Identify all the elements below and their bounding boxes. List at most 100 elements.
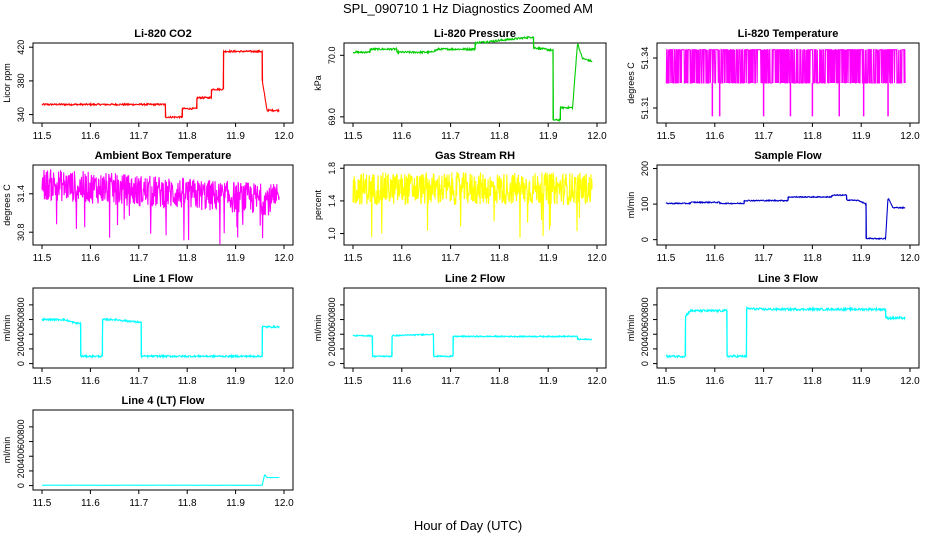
x-tick-label: 11.6 [392,253,411,264]
panel-title: Line 4 (LT) Flow [122,395,205,407]
x-tick-label: 12.0 [587,131,607,142]
y-axis-label: degrees C [626,62,636,104]
panel-title: Li-820 Temperature [738,28,839,40]
y-axis-label: ml/min [626,192,636,219]
data-series-line [665,49,906,84]
panel-6: Line 1 Flow ml/min 11.5 11.6 11.7 11.8 11.9 12.… [2,273,294,387]
figure-title: SPL_090710 1 Hz Diagnostics Zoomed AM [342,1,594,16]
data-series-line [41,48,280,120]
x-tick-label: 11.6 [705,253,724,264]
x-tick-label: 11.5 [33,131,52,142]
y-tick-label: 200 [16,341,26,356]
y-tick-label: 0 [640,237,650,242]
x-tick-label: 11.6 [81,131,100,142]
x-tick-label: 11.6 [705,131,724,142]
data-series-line [352,35,593,123]
panel-title: Ambient Box Temperature [95,150,232,162]
plot-frame [32,164,294,246]
panel-title: Li-820 CO2 [134,28,191,40]
x-tick-label: 11.5 [33,498,52,509]
y-tick-label: 200 [327,341,337,356]
x-tick-label: 11.7 [754,253,773,264]
y-tick-label: 0 [16,483,26,488]
data-series-line [42,473,280,486]
x-tick-label: 12.0 [274,498,294,509]
data-series-line [665,193,906,241]
x-tick-label: 11.6 [392,131,411,142]
x-tick-label: 11.6 [392,376,411,387]
x-tick-label: 11.5 [33,376,52,387]
x-tick-label: 11.8 [178,131,197,142]
x-tick-label: 12.0 [274,131,294,142]
data-series-line [352,171,593,239]
y-tick-label: 200 [16,463,26,478]
panel-3: Ambient Box Temperature degrees C 11.5 11.6… [2,150,294,264]
x-tick-label: 11.9 [226,253,245,264]
y-tick-label: 600 [16,312,26,327]
y-axis-label: Licor ppm [2,63,12,103]
x-tick-label: 11.7 [129,498,148,509]
x-tick-label: 11.5 [657,253,676,264]
plot-frame [343,42,607,124]
y-tick-label: 51.31 [640,97,650,120]
y-tick-label: 51.34 [640,47,650,70]
x-tick-label: 11.7 [129,131,148,142]
panel-7: Line 2 Flow ml/min 11.5 11.6 11.7 11.8 11.9 12.… [313,273,607,387]
x-tick-label: 11.8 [803,376,822,387]
x-tick-label: 11.8 [803,253,822,264]
panel-4: Gas Stream RH percent 11.5 11.6 11.7 11.8 11.9… [313,150,607,264]
y-axis-label: ml/min [626,315,636,342]
x-tick-label: 11.7 [441,253,460,264]
plot-frame [32,409,294,491]
x-tick-label: 11.8 [490,131,509,142]
y-tick-label: 200 [640,341,650,356]
y-tick-label: 70.0 [327,47,337,65]
x-tick-label: 11.5 [657,376,676,387]
y-tick-label: 69.0 [327,108,337,126]
data-series-line [41,169,280,245]
panel-title: Line 2 Flow [445,273,505,285]
x-tick-label: 11.8 [178,253,197,264]
y-axis-label: percent [313,189,323,220]
plot-frame [656,164,920,246]
plot-frame [32,287,294,369]
x-tick-label: 11.7 [129,376,148,387]
plot-frame [656,287,920,369]
panel-title: Sample Flow [754,150,822,162]
x-tick-label: 11.9 [226,131,245,142]
y-axis-label: ml/min [313,315,323,342]
y-tick-label: 340 [16,107,26,122]
data-series-line [665,306,906,359]
x-tick-label: 11.5 [344,376,363,387]
x-tick-label: 12.0 [900,253,920,264]
y-tick-label: 600 [327,312,337,327]
x-tick-label: 11.5 [344,131,363,142]
y-tick-label: 800 [16,297,26,312]
x-tick-label: 11.9 [852,131,871,142]
y-tick-label: 800 [640,297,650,312]
y-tick-label: 400 [327,327,337,342]
x-tick-label: 12.0 [274,376,294,387]
panel-2: Li-820 Temperature degrees C 11.5 11.6 11.7 1… [626,28,920,142]
y-tick-label: 420 [16,40,26,55]
y-tick-label: 400 [16,449,26,464]
x-tick-label: 11.7 [129,253,148,264]
data-series-line [41,317,280,360]
y-tick-label: 400 [16,327,26,342]
y-axis-label: kPa [313,75,323,91]
x-tick-label: 11.8 [178,498,197,509]
x-tick-label: 11.9 [852,376,871,387]
panel-title: Line 3 Flow [758,273,818,285]
x-tick-label: 11.9 [226,376,245,387]
y-tick-label: 1.8 [327,162,337,175]
x-tick-label: 11.5 [657,131,676,142]
panel-title: Li-820 Pressure [434,28,516,40]
data-series-line [352,332,593,359]
x-tick-label: 11.5 [33,253,52,264]
x-tick-label: 11.8 [490,253,509,264]
x-tick-label: 11.9 [539,376,558,387]
plot-frame [343,287,607,369]
plot-frame [656,42,920,124]
y-tick-label: 0 [16,361,26,366]
x-tick-label: 11.6 [81,376,100,387]
